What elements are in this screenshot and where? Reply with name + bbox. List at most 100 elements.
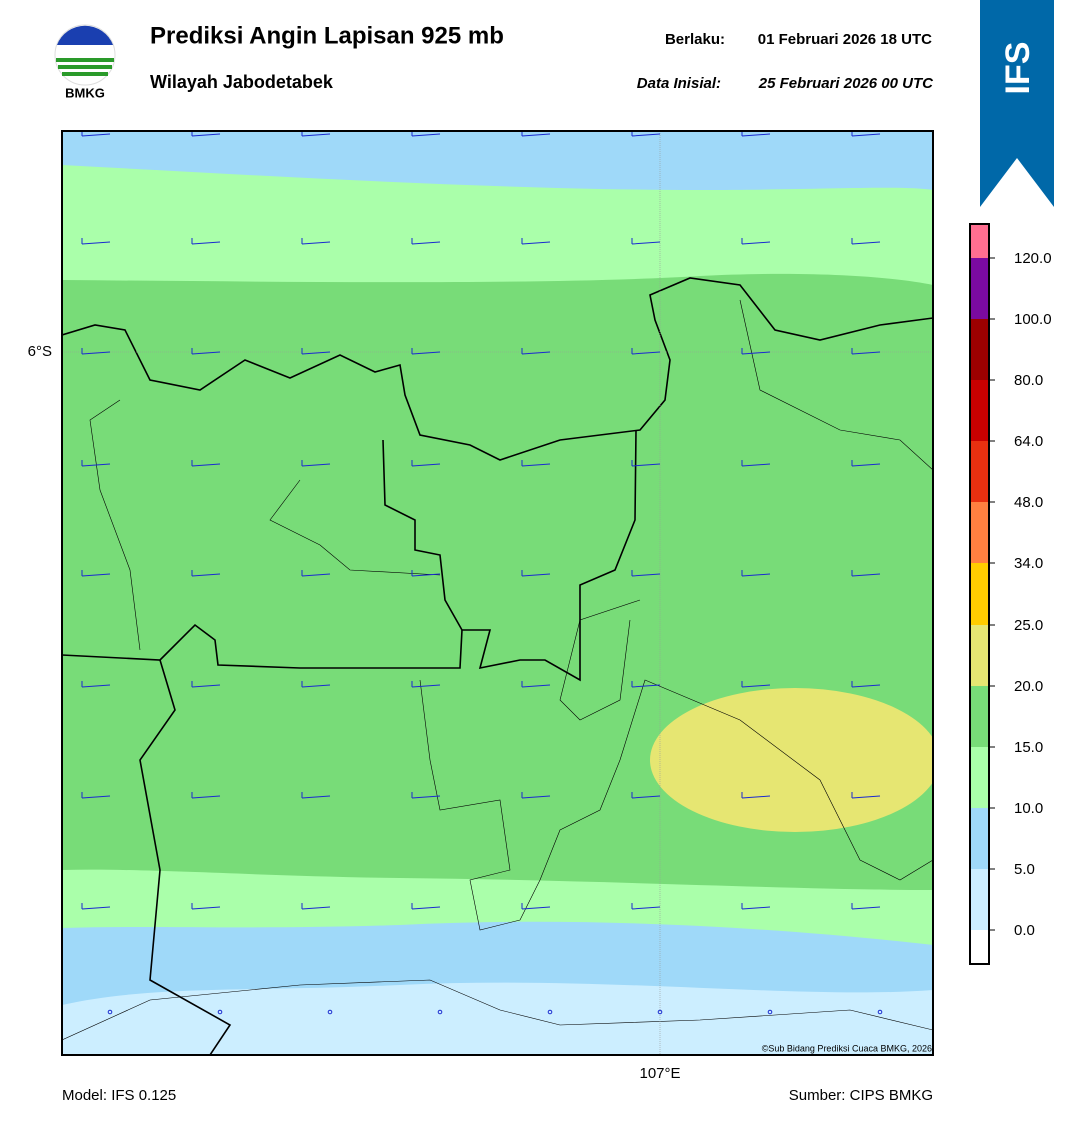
- wind-barb: [741, 348, 771, 355]
- colorbar-segment: [970, 380, 989, 441]
- colorbar-label: 100.0: [1014, 311, 1052, 328]
- init-label: Data Inisial:: [637, 75, 721, 92]
- wind-barb: [631, 570, 661, 577]
- wind-barb: [81, 570, 111, 577]
- wind-barb: [741, 792, 771, 799]
- wind-barb: [521, 348, 551, 355]
- wind-barb: [631, 792, 661, 799]
- colorbar-label: 0.0: [1014, 922, 1035, 939]
- wind-barb: [851, 903, 881, 910]
- wind-barb: [301, 238, 331, 245]
- wind-barb: [411, 460, 441, 467]
- wind-calm: [877, 1009, 883, 1015]
- valid-label: Berlaku:: [665, 31, 725, 48]
- wind-barb: [741, 681, 771, 688]
- wind-barb: [411, 792, 441, 799]
- wind-barb: [301, 903, 331, 910]
- wind-barb: [521, 792, 551, 799]
- colorbar-label: 64.0: [1014, 433, 1043, 450]
- colorbar-segment: [970, 319, 989, 380]
- colorbar-label: 10.0: [1014, 800, 1043, 817]
- wind-barb: [411, 131, 441, 137]
- wind-barb: [411, 348, 441, 355]
- wind-barb: [411, 903, 441, 910]
- wind-barb: [741, 460, 771, 467]
- wind-barb: [301, 681, 331, 688]
- wind-barb: [411, 570, 441, 577]
- lon-label: 107°E: [639, 1065, 680, 1082]
- wind-barb: [191, 570, 221, 577]
- wind-barb: [191, 348, 221, 355]
- lat-label: 6°S: [28, 343, 52, 360]
- wind-barb: [81, 681, 111, 688]
- colorbar-label: 20.0: [1014, 678, 1043, 695]
- wind-barb: [301, 570, 331, 577]
- wind-barb: [81, 792, 111, 799]
- wind-barb: [741, 903, 771, 910]
- colorbar-segment: [970, 869, 989, 930]
- title: Prediksi Angin Lapisan 925 mb: [150, 22, 504, 49]
- colorbar-segment: [970, 224, 989, 258]
- wind-barb: [521, 681, 551, 688]
- copyright: ©Sub Bidang Prediksi Cuaca BMKG, 2026: [762, 1043, 932, 1053]
- wind-barb: [521, 903, 551, 910]
- wind-calm: [767, 1009, 773, 1015]
- colorbar-segment: [970, 747, 989, 808]
- wind-barb: [521, 131, 551, 137]
- wind-barb: [191, 681, 221, 688]
- wind-barb: [631, 131, 661, 137]
- wind-barb: [81, 903, 111, 910]
- wind-barb: [851, 681, 881, 688]
- wind-barb: [521, 570, 551, 577]
- wind-barb: [191, 792, 221, 799]
- logo: BMKG: [54, 24, 116, 100]
- colorbar-label: 25.0: [1014, 617, 1043, 634]
- wind-barb: [631, 903, 661, 910]
- wind-barb: [411, 238, 441, 245]
- colorbar-label: 34.0: [1014, 555, 1043, 572]
- colorbar-segment: [970, 625, 989, 686]
- colorbar-frame: [969, 223, 990, 965]
- wind-calm: [657, 1009, 663, 1015]
- wind-barb: [851, 238, 881, 245]
- wind-barb: [81, 348, 111, 355]
- wind-barb: [81, 131, 111, 137]
- colorbar-label: 120.0: [1014, 250, 1052, 267]
- wind-barb: [301, 131, 331, 137]
- colorbar-segment: [970, 686, 989, 747]
- colorbar: 120.0 100.0 80.0 64.0 48.0 34.0 25.0 20.0 15.0 10…: [969, 223, 1052, 965]
- wind-barb: [81, 460, 111, 467]
- colorbar-label: 48.0: [1014, 494, 1043, 511]
- wind-barb: [851, 348, 881, 355]
- banner: IFS: [980, 0, 1054, 207]
- wind-barb: [521, 460, 551, 467]
- colorbar-segment: [970, 808, 989, 869]
- model: Model: IFS 0.125: [62, 1087, 176, 1104]
- wind-barb: [191, 131, 221, 137]
- wind-barb: [81, 238, 111, 245]
- colorbar-label: 15.0: [1014, 739, 1043, 756]
- logo-text: BMKG: [65, 85, 105, 100]
- colorbar-label: 80.0: [1014, 372, 1043, 389]
- wind-barb: [631, 460, 661, 467]
- wind-barb: [741, 570, 771, 577]
- wind-barb: [191, 238, 221, 245]
- wind-barb: [191, 903, 221, 910]
- wind-calm: [327, 1009, 333, 1015]
- wind-barb: [631, 348, 661, 355]
- subtitle: Wilayah Jabodetabek: [150, 72, 334, 92]
- colorbar-label: 5.0: [1014, 861, 1035, 878]
- wind-barb: [521, 238, 551, 245]
- wind-barb: [631, 681, 661, 688]
- colorbar-segment: [970, 563, 989, 625]
- colorbar-segment: [970, 441, 989, 502]
- map-frame: [61, 130, 934, 1056]
- wind-barb: [741, 238, 771, 245]
- colorbar-segment: [970, 502, 989, 563]
- wind-barb: [851, 792, 881, 799]
- wind-barb: [851, 131, 881, 137]
- wind-calm: [437, 1009, 443, 1015]
- wind-barb: [191, 460, 221, 467]
- wind-barb: [631, 238, 661, 245]
- wind-barb: [851, 570, 881, 577]
